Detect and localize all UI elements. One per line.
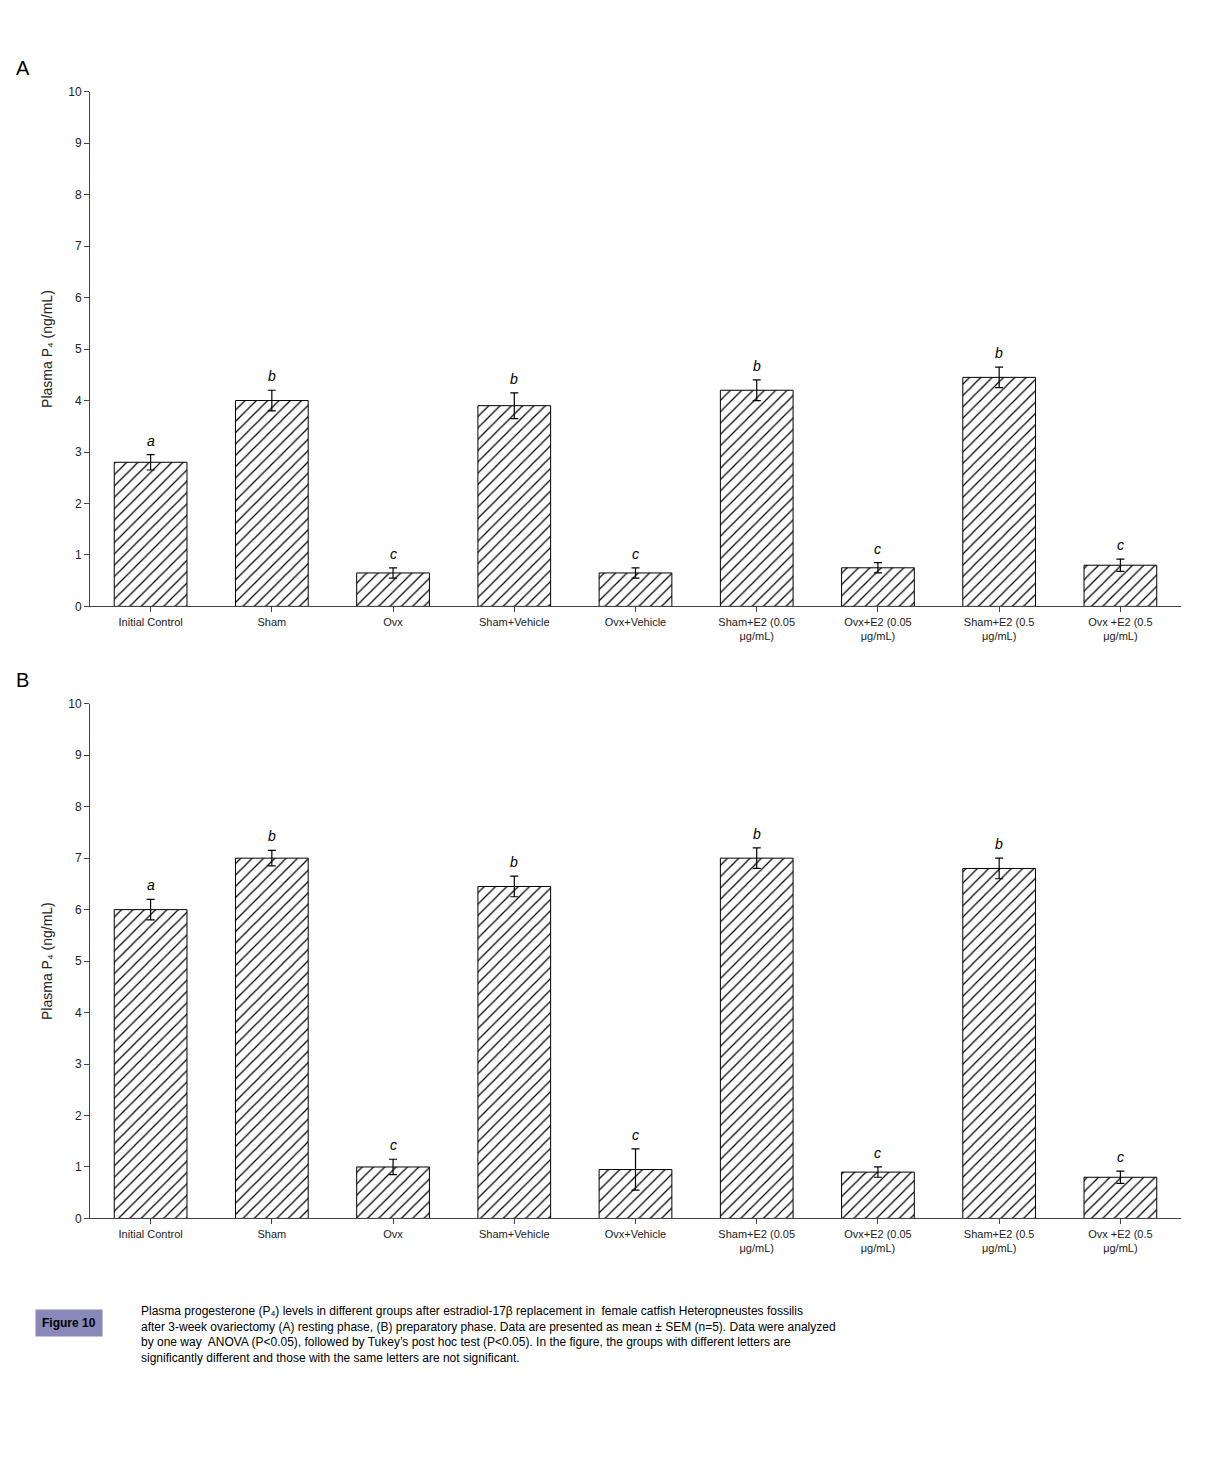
svg-text:8: 8	[75, 188, 82, 202]
svg-text:3: 3	[75, 1057, 82, 1071]
svg-text:Ovx +E2 (0.5μg/mL): Ovx +E2 (0.5μg/mL)	[1088, 616, 1153, 642]
svg-text:Sham+E2 (0.5μg/mL): Sham+E2 (0.5μg/mL)	[964, 616, 1035, 642]
svg-text:b: b	[995, 345, 1003, 361]
svg-text:10: 10	[68, 697, 82, 711]
svg-text:Plasma P₄ (ng/mL): Plasma P₄ (ng/mL)	[39, 902, 55, 1020]
svg-text:b: b	[753, 826, 761, 842]
svg-text:c: c	[874, 541, 881, 557]
svg-text:5: 5	[75, 954, 82, 968]
svg-text:Ovx+Vehicle: Ovx+Vehicle	[605, 616, 666, 628]
svg-text:6: 6	[75, 291, 82, 305]
svg-text:5: 5	[75, 342, 82, 356]
svg-text:Sham: Sham	[257, 616, 286, 628]
svg-text:b: b	[995, 836, 1003, 852]
svg-text:9: 9	[75, 748, 82, 762]
svg-text:Sham+E2 (0.05μg/mL): Sham+E2 (0.05μg/mL)	[718, 1228, 795, 1254]
svg-text:Plasma P₄ (ng/mL): Plasma P₄ (ng/mL)	[39, 290, 55, 408]
svg-text:Sham+Vehicle: Sham+Vehicle	[479, 1228, 550, 1240]
svg-text:b: b	[510, 371, 518, 387]
svg-text:4: 4	[75, 1006, 82, 1020]
svg-text:1: 1	[75, 548, 82, 562]
svg-text:10: 10	[68, 85, 82, 99]
svg-text:c: c	[390, 1137, 397, 1153]
svg-text:b: b	[268, 828, 276, 844]
svg-text:c: c	[1117, 1149, 1124, 1165]
svg-text:c: c	[632, 1127, 639, 1143]
svg-text:Sham+Vehicle: Sham+Vehicle	[479, 616, 550, 628]
svg-text:2: 2	[75, 1109, 82, 1123]
svg-text:A: A	[16, 57, 30, 79]
svg-text:Ovx: Ovx	[383, 616, 403, 628]
svg-text:a: a	[147, 877, 155, 893]
svg-text:0: 0	[75, 1212, 82, 1226]
svg-text:Sham+E2 (0.5μg/mL): Sham+E2 (0.5μg/mL)	[964, 1228, 1035, 1254]
svg-text:Sham+E2 (0.05μg/mL): Sham+E2 (0.05μg/mL)	[718, 616, 795, 642]
svg-text:Initial Control: Initial Control	[119, 616, 183, 628]
svg-text:b: b	[753, 358, 761, 374]
svg-text:7: 7	[75, 239, 82, 253]
svg-text:Figure 10: Figure 10	[42, 1316, 96, 1330]
svg-text:8: 8	[75, 800, 82, 814]
svg-text:3: 3	[75, 445, 82, 459]
svg-text:Sham: Sham	[257, 1228, 286, 1240]
svg-text:Ovx+Vehicle: Ovx+Vehicle	[605, 1228, 666, 1240]
svg-text:Ovx+E2 (0.05μg/mL): Ovx+E2 (0.05μg/mL)	[844, 616, 912, 642]
svg-text:Initial Control: Initial Control	[119, 1228, 183, 1240]
svg-text:c: c	[632, 546, 639, 562]
svg-text:c: c	[390, 546, 397, 562]
svg-text:4: 4	[75, 394, 82, 408]
svg-text:Ovx +E2 (0.5μg/mL): Ovx +E2 (0.5μg/mL)	[1088, 1228, 1153, 1254]
svg-text:b: b	[268, 368, 276, 384]
svg-text:2: 2	[75, 497, 82, 511]
svg-text:1: 1	[75, 1160, 82, 1174]
svg-text:9: 9	[75, 136, 82, 150]
svg-text:0: 0	[75, 600, 82, 614]
svg-text:Ovx: Ovx	[383, 1228, 403, 1240]
svg-text:6: 6	[75, 903, 82, 917]
svg-text:c: c	[1117, 537, 1124, 553]
svg-text:Ovx+E2 (0.05μg/mL): Ovx+E2 (0.05μg/mL)	[844, 1228, 912, 1254]
svg-text:Plasma progesterone (P₄) level: Plasma progesterone (P₄) levels in diffe…	[141, 1304, 836, 1365]
svg-text:7: 7	[75, 851, 82, 865]
svg-text:b: b	[510, 854, 518, 870]
svg-text:c: c	[874, 1145, 881, 1161]
svg-text:B: B	[16, 669, 29, 691]
svg-text:a: a	[147, 433, 155, 449]
